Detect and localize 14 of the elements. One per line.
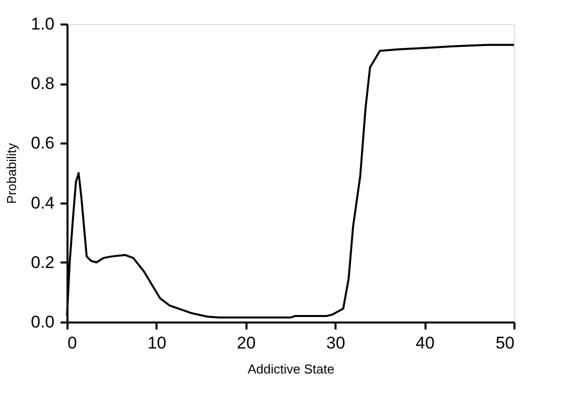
y-tick-label: 0.0 bbox=[30, 312, 54, 332]
x-tick-label: 30 bbox=[326, 334, 346, 352]
x-tick-label: 0 bbox=[68, 334, 77, 352]
y-tick-label: 1.0 bbox=[30, 14, 54, 34]
y-tick-label: 0.6 bbox=[30, 134, 54, 153]
x-tick-label: 50 bbox=[496, 334, 514, 352]
x-tick-label: 10 bbox=[147, 334, 166, 352]
y-tick-label: 0.2 bbox=[30, 252, 54, 272]
y-tick-label: 0.4 bbox=[30, 193, 54, 212]
x-tick-label: 40 bbox=[416, 334, 435, 352]
y-tick-label: 0.8 bbox=[30, 74, 54, 94]
y-axis-title: Probability bbox=[4, 142, 19, 204]
x-tick-label: 20 bbox=[236, 334, 256, 352]
x-axis-title: Addictive State bbox=[248, 362, 334, 376]
